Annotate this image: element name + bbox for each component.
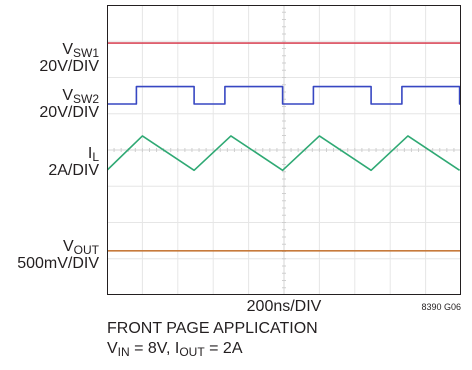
vsw2-label-sub: SW2 (72, 92, 99, 106)
figure-id: 8390 G06 (421, 302, 461, 312)
il-label-sub: L (92, 150, 99, 164)
caption-vin-main: V (107, 340, 118, 357)
vsw1-label-sub: SW1 (72, 46, 99, 60)
vout-label: VOUT 500mV/DIV (17, 238, 99, 272)
grid (107, 5, 461, 295)
vsw2-label: VSW2 20V/DIV (39, 87, 99, 121)
x-axis-label: 200ns/DIV (246, 298, 322, 315)
trace-vsw2 (107, 85, 461, 105)
vsw1-label-main: V (62, 41, 73, 58)
caption-line-2: VIN = 8V, IOUT = 2A (107, 340, 243, 358)
vout-label-sub: OUT (73, 243, 99, 257)
caption-vin-sub: IN (117, 345, 130, 359)
vout-label-main: V (62, 238, 74, 255)
caption-iout-sub: OUT (179, 345, 205, 359)
scope-plot (107, 5, 461, 295)
caption-vin-value: = 8V, I (129, 340, 180, 357)
vsw2-scale: 20V/DIV (39, 104, 99, 121)
caption-line-1: FRONT PAGE APPLICATION (107, 320, 318, 337)
il-scale: 2A/DIV (48, 162, 99, 179)
vsw1-label: VSW1 20V/DIV (39, 41, 99, 75)
traces (107, 42, 461, 252)
vout-scale: 500mV/DIV (17, 255, 99, 272)
vsw2-label-main: V (62, 87, 73, 104)
trace-il (107, 135, 461, 172)
plot-border (107, 5, 461, 295)
il-label-main: I (87, 145, 93, 162)
caption-iout-value: = 2A (204, 340, 243, 357)
il-label: IL 2A/DIV (48, 145, 99, 179)
vsw1-scale: 20V/DIV (39, 58, 99, 75)
